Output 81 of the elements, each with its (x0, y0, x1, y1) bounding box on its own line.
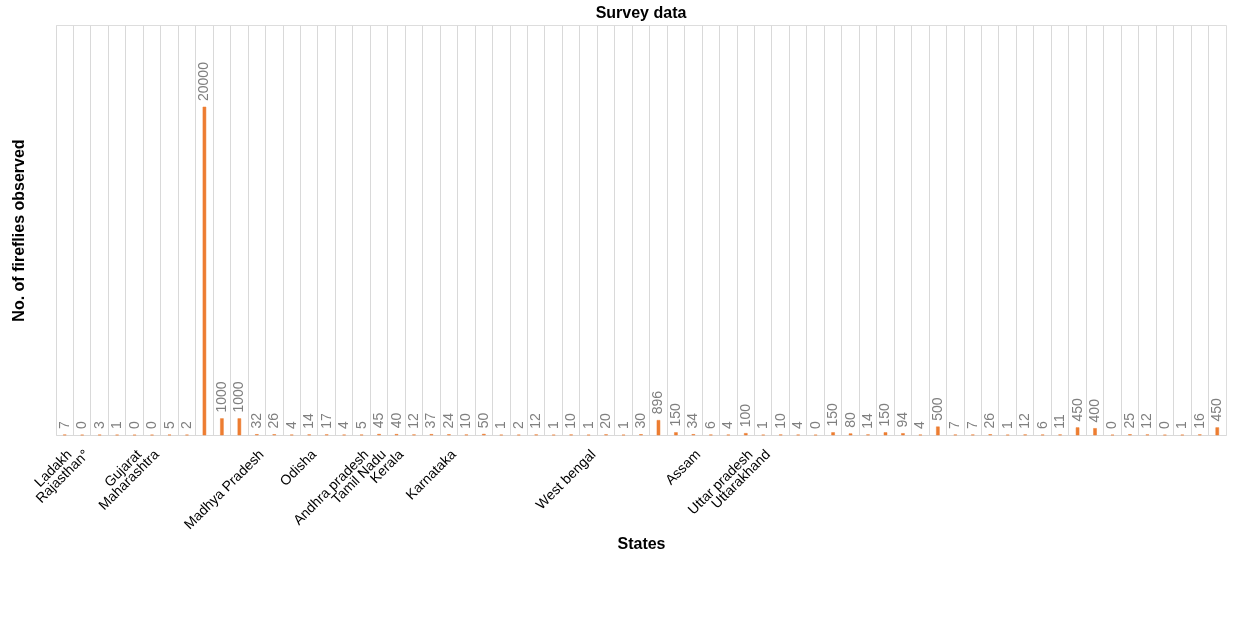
data-label: 1 (108, 420, 125, 429)
x-axis-title: States (617, 535, 666, 553)
data-label: 14 (859, 412, 876, 429)
data-label: 37 (422, 412, 439, 429)
data-label: 12 (404, 413, 421, 429)
bar (220, 418, 224, 436)
data-label: 0 (143, 421, 160, 429)
data-label: 26 (981, 412, 998, 429)
data-label: 6 (1033, 420, 1050, 429)
data-label: 2 (177, 420, 194, 429)
data-label: 24 (439, 412, 456, 429)
bar (883, 432, 888, 436)
data-label: 3 (90, 420, 107, 429)
data-label: 14 (300, 412, 317, 429)
bar (656, 420, 661, 436)
data-label: 34 (684, 412, 701, 429)
data-label: 500 (928, 397, 945, 421)
data-label: 1 (998, 420, 1015, 429)
data-label: 2 (509, 420, 526, 429)
data-label: 450 (1068, 398, 1085, 422)
data-label: 150 (876, 402, 893, 427)
bar (1215, 427, 1220, 436)
data-label: 10 (562, 413, 579, 429)
bar (202, 106, 207, 436)
data-label: 25 (1120, 412, 1137, 429)
data-label: 26 (265, 412, 282, 429)
data-label: 0 (125, 421, 142, 429)
data-label: 0 (73, 421, 90, 429)
data-label: 7 (946, 420, 963, 429)
data-label: 40 (387, 412, 404, 429)
data-label: 45 (370, 412, 387, 429)
data-label: 10 (457, 413, 474, 429)
bar (1093, 428, 1097, 436)
data-label: 1000 (230, 381, 247, 413)
data-label: 16 (1190, 412, 1207, 429)
data-label: 5 (160, 420, 177, 429)
data-label: 4 (719, 420, 736, 429)
data-label: 17 (317, 412, 334, 429)
data-label: 32 (247, 412, 264, 429)
data-label: 50 (474, 412, 491, 429)
chart-title: Survey data (595, 4, 687, 21)
data-label: 1 (579, 420, 596, 429)
data-label: 4 (335, 420, 352, 429)
data-label: 4 (911, 420, 928, 429)
data-label: 4 (789, 420, 806, 429)
y-axis-title: No. of fireflies observed (9, 139, 27, 322)
bar (936, 426, 940, 436)
data-label: 0 (1103, 421, 1120, 429)
bar (1075, 427, 1080, 436)
data-label: 1 (754, 420, 771, 429)
data-label: 1000 (212, 381, 229, 413)
data-label: 12 (1016, 413, 1033, 429)
bar (831, 432, 835, 436)
data-label: 1 (544, 420, 561, 429)
data-label: 6 (701, 420, 718, 429)
data-label: 1 (492, 420, 509, 429)
data-label: 400 (1086, 398, 1103, 423)
data-label: 4 (282, 420, 299, 429)
data-label: 1 (1173, 420, 1190, 429)
data-label: 30 (632, 412, 648, 429)
data-label: 0 (1155, 421, 1172, 429)
data-label: 7 (55, 420, 72, 429)
data-label: 1 (614, 420, 631, 429)
data-label: 150 (824, 402, 841, 427)
data-label: 100 (736, 403, 753, 428)
data-label: 80 (841, 411, 858, 428)
data-label: 11 (1051, 414, 1068, 429)
bar (237, 418, 242, 436)
data-label: 0 (806, 421, 823, 429)
data-label: 150 (666, 402, 683, 427)
data-label: 450 (1208, 398, 1225, 422)
data-label: 94 (893, 411, 910, 428)
data-label: 20000 (195, 61, 212, 101)
data-label: 7 (963, 420, 980, 429)
data-label: 896 (649, 390, 666, 415)
bar (674, 432, 678, 436)
data-label: 12 (527, 413, 544, 429)
data-label: 12 (1138, 413, 1155, 429)
data-label: 5 (352, 420, 369, 429)
data-label: 20 (597, 412, 614, 429)
data-label: 10 (771, 413, 788, 429)
